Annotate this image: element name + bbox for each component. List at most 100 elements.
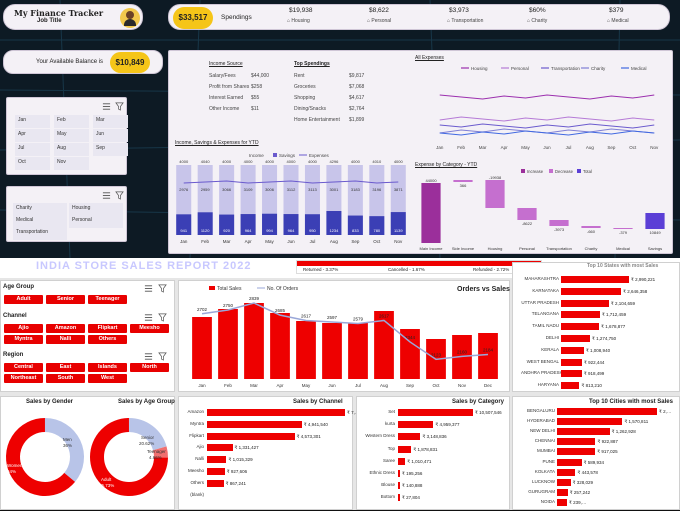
month-slicer-item[interactable]: Oct bbox=[15, 157, 50, 170]
bar bbox=[557, 418, 623, 426]
multi-select-icon[interactable] bbox=[144, 352, 153, 361]
clear-filter-icon[interactable] bbox=[115, 102, 124, 111]
slicer-button[interactable]: Adult bbox=[4, 295, 43, 304]
bar-value: ₹ 2,646,358 bbox=[623, 288, 648, 294]
slicer-button[interactable]: South bbox=[46, 374, 85, 383]
avatar[interactable] bbox=[120, 8, 140, 28]
waterfall-bar bbox=[517, 208, 537, 220]
top-spending-value: $9,817 bbox=[349, 73, 365, 79]
bar-label: Ajio bbox=[196, 444, 204, 450]
spendings-bar: $33,517 Spendings $19,938 ⌂ Housing $8,622… bbox=[168, 4, 670, 30]
savings-label: 941 bbox=[180, 228, 187, 233]
multi-select-icon[interactable] bbox=[144, 313, 153, 322]
clear-filter-icon[interactable] bbox=[158, 352, 167, 361]
sales-bar bbox=[244, 303, 264, 379]
orders-vs-sales-title: Orders vs Sales bbox=[457, 286, 510, 293]
category-slicer-item[interactable]: Charity bbox=[13, 203, 67, 216]
month-slicer-item[interactable]: Sep bbox=[93, 143, 128, 156]
bar-label: Bottom bbox=[380, 494, 395, 500]
clear-filter-icon[interactable] bbox=[158, 313, 167, 322]
waterfall-chart: Increase Decrease Total 44000 Main Income 366… bbox=[420, 169, 665, 251]
slicer-button[interactable]: Flipkart bbox=[88, 324, 127, 333]
savings-label: 920 bbox=[223, 228, 230, 233]
category-slicer-item[interactable]: Medical bbox=[13, 215, 67, 228]
slicer-button[interactable]: Senior bbox=[46, 295, 85, 304]
bar bbox=[398, 421, 434, 429]
donut-slice-senior bbox=[128, 418, 167, 451]
month-slicer-item[interactable]: Jun bbox=[93, 129, 128, 142]
clear-filter-icon[interactable] bbox=[158, 284, 167, 293]
bar-value: ₹ 239,… bbox=[568, 499, 587, 505]
bar-label: Western Dress bbox=[365, 433, 395, 439]
multi-select-icon[interactable] bbox=[102, 102, 111, 111]
savings-bar bbox=[369, 216, 385, 235]
slicer-button[interactable]: Islands bbox=[88, 363, 127, 372]
slicer-button[interactable]: East bbox=[46, 363, 85, 372]
income-label: 4000 bbox=[394, 159, 404, 164]
slicer-button[interactable]: Amazon bbox=[46, 324, 85, 333]
multi-select-icon[interactable] bbox=[144, 284, 153, 293]
finance-tracker-section: My Finance Tracker Job Title $33,517 Spe… bbox=[0, 0, 680, 258]
bar-value: ₹ 2,104,659 bbox=[610, 300, 635, 306]
expenses-label: 3113 bbox=[308, 187, 317, 192]
orders-label: 2617 bbox=[379, 313, 390, 318]
month-slicer: Jan Feb Mar Apr May Jun Jul Aug Sep Oct Nov bbox=[6, 97, 128, 175]
dashboard-panel: Income Source Salary/Fees $44,000 Profit f… bbox=[168, 50, 673, 254]
bar-value: ₹ 922,887 bbox=[597, 439, 618, 445]
orders-label: 2685 bbox=[275, 308, 286, 313]
bar bbox=[557, 468, 576, 476]
legend-swatch bbox=[521, 169, 525, 173]
bar bbox=[561, 358, 582, 366]
month-slicer-item[interactable]: Nov bbox=[54, 157, 89, 170]
slicer-button[interactable]: West bbox=[88, 374, 127, 383]
slicer-button[interactable]: Ajio bbox=[4, 324, 43, 333]
expenses-label: 3196 bbox=[372, 187, 382, 192]
clear-filter-icon[interactable] bbox=[115, 191, 124, 200]
waterfall-label: Personal bbox=[519, 246, 535, 251]
slicer-button[interactable]: Nalli bbox=[46, 335, 85, 344]
bar-value: ₹ 195,256 bbox=[402, 471, 423, 476]
sales-by-gender-title: Sales by Gender bbox=[26, 399, 74, 405]
bar-value: ₹ 917,025 bbox=[597, 449, 618, 455]
waterfall-label: Charity bbox=[585, 246, 598, 251]
category-slicer-item[interactable]: Personal bbox=[69, 215, 123, 228]
month-label: Aug bbox=[586, 145, 595, 150]
donut-slice-adult bbox=[90, 418, 168, 496]
savings-label: 950 bbox=[309, 228, 316, 233]
waterfall-label: Savings bbox=[648, 246, 662, 251]
slicer-button[interactable]: Central bbox=[4, 363, 43, 372]
category-slicer-item[interactable]: Housing bbox=[69, 203, 123, 216]
category-slicer-item[interactable]: Transportation bbox=[13, 227, 67, 240]
legend-savings-swatch bbox=[273, 153, 277, 157]
month-slicer-item[interactable]: May bbox=[54, 129, 89, 142]
multi-select-icon[interactable] bbox=[102, 191, 111, 200]
bar-value: ₹ 922,444 bbox=[583, 359, 605, 365]
all-expenses-chart: Housing Personal Transportation Charity Medi… bbox=[436, 66, 659, 150]
savings-label: 1139 bbox=[394, 228, 403, 233]
bar-label: DELHI bbox=[545, 335, 559, 340]
month-slicer-item[interactable]: Mar bbox=[93, 115, 128, 128]
month-slicer-item[interactable]: Feb bbox=[54, 115, 89, 128]
slicer-button[interactable]: North bbox=[130, 363, 169, 372]
slicer-button[interactable]: Northeast bbox=[4, 374, 43, 383]
income-source-name: Salary/Fees bbox=[209, 73, 236, 79]
month-slicer-item[interactable]: Apr bbox=[15, 129, 50, 142]
slicer-button[interactable]: Myntra bbox=[4, 335, 43, 344]
month-slicer-item[interactable]: Jul bbox=[15, 143, 50, 156]
month-slicer-item[interactable]: Jan bbox=[15, 115, 50, 128]
adult-pct: 75.73% bbox=[99, 483, 114, 488]
bar-label: NEW DELHI bbox=[529, 428, 555, 434]
teen-pct: 4.66% bbox=[149, 455, 162, 460]
bar-label: BENGALURU bbox=[526, 408, 555, 413]
slicer-button[interactable]: Teenager bbox=[88, 295, 127, 304]
slicer-button[interactable]: Others bbox=[88, 335, 127, 344]
expenses-line bbox=[183, 180, 399, 184]
month-slicer-item[interactable]: Aug bbox=[54, 143, 89, 156]
month-label: Mar bbox=[250, 383, 258, 388]
bar bbox=[561, 287, 622, 295]
slicer-button[interactable]: Meesho bbox=[130, 324, 169, 333]
month-label: Feb bbox=[201, 239, 209, 244]
savings-label: 964 bbox=[245, 228, 252, 233]
sales-report-title: INDIA STORE SALES REPORT 2022 bbox=[36, 260, 252, 272]
adult-label: Adult bbox=[101, 477, 112, 482]
